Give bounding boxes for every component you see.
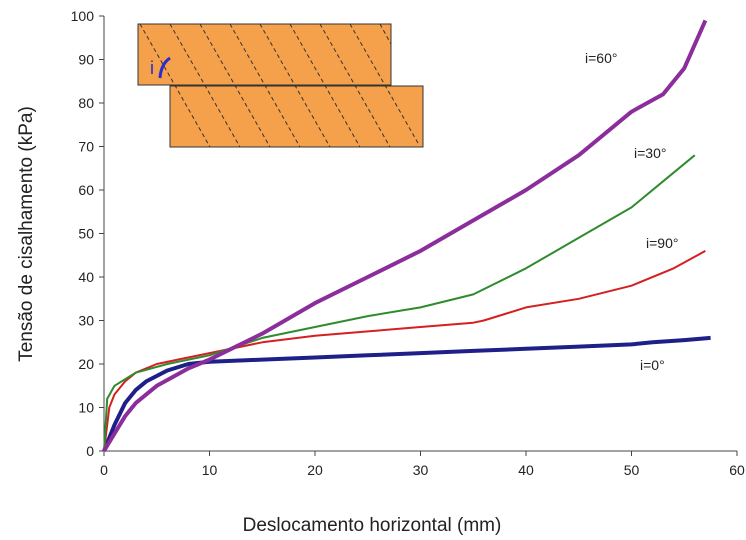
y-tick-label: 30: [78, 313, 94, 329]
series-label: i=30°: [634, 145, 666, 161]
series-line: [102, 19, 708, 453]
y-tick-label: 90: [78, 52, 94, 68]
x-tick-label: 50: [624, 462, 640, 478]
inset-label: i: [150, 58, 154, 78]
inset-diagram: i: [137, 23, 424, 148]
series-label: i=0°: [640, 357, 665, 373]
x-tick-label: 30: [413, 462, 429, 478]
y-tick-label: 70: [78, 139, 94, 155]
y-tick-label: 80: [78, 95, 94, 111]
series-line: [103, 250, 706, 452]
angle-arc: [158, 56, 171, 79]
y-axis-title: Tensão de cisalhamento (kPa): [16, 106, 37, 362]
joint-lines: [139, 23, 419, 148]
x-tick-label: 40: [518, 462, 534, 478]
x-tick-label: 20: [307, 462, 323, 478]
x-tick-label: 0: [100, 462, 108, 478]
x-tick-label: 60: [729, 462, 745, 478]
y-tick-label: 60: [78, 182, 94, 198]
series-line: [103, 154, 696, 452]
y-tick-label: 100: [71, 8, 95, 24]
y-tick-label: 40: [78, 269, 94, 285]
y-tick-label: 50: [78, 226, 94, 242]
y-tick-label: 10: [78, 400, 94, 416]
y-tick-label: 20: [78, 356, 94, 372]
y-tick-label: 0: [86, 443, 94, 459]
x-tick-label: 10: [202, 462, 218, 478]
series-label: i=90°: [646, 235, 678, 251]
lower-block: [169, 85, 424, 148]
series-line: [102, 335, 711, 452]
series-label: i=60°: [585, 50, 617, 66]
upper-block: [137, 23, 392, 86]
x-axis-title: Deslocamento horizontal (mm): [243, 515, 502, 536]
